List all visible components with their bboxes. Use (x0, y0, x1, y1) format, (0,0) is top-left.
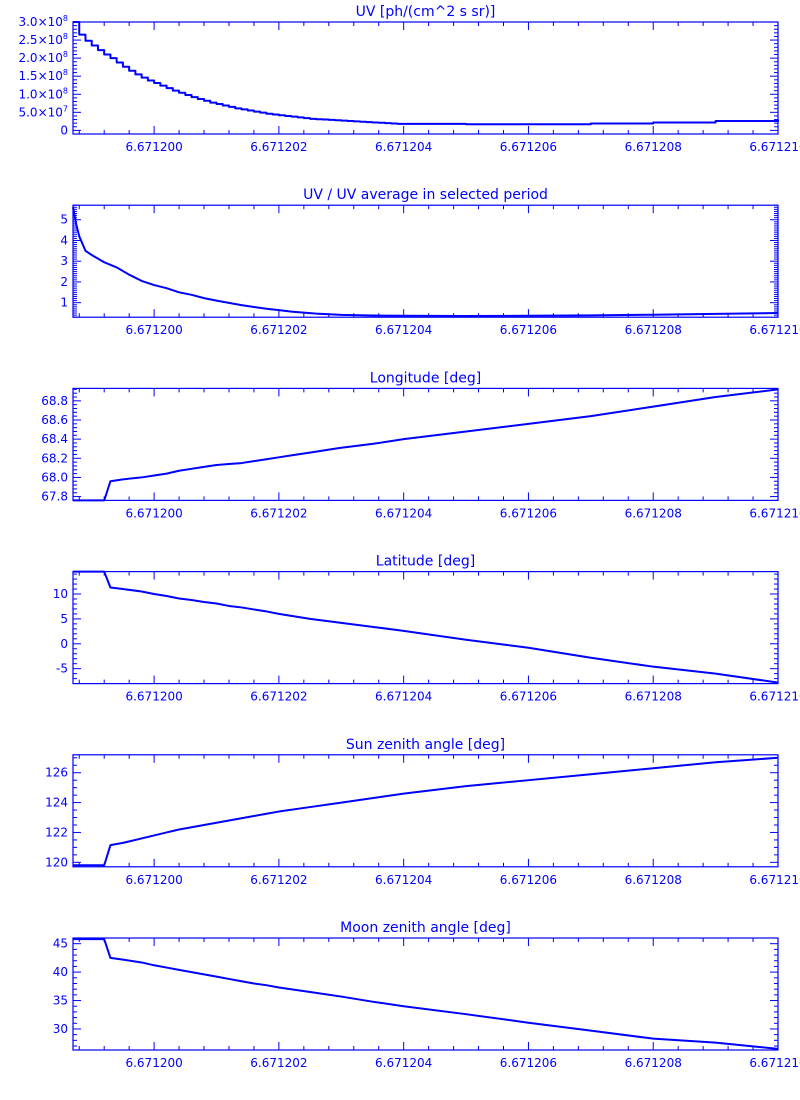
y-tick-label: 2.5×108 (18, 32, 68, 47)
plot-frame (72, 204, 779, 318)
y-tick-label: -5 (56, 662, 68, 676)
y-tick-label: 1.5×108 (18, 68, 68, 83)
plot-panel: UV [ph/(cm^2 s sr)] 6.671200 6.671202 6.671… (18, 4, 800, 154)
x-tick-label: 6.671206 (500, 690, 557, 704)
y-tick-label: 68.0 (41, 470, 68, 484)
x-tick-label: 6.671206 (500, 873, 557, 887)
y-tick-label: 1.0×108 (18, 86, 68, 101)
x-tick-label: 6.671200 (125, 140, 182, 154)
plot-frame (72, 387, 779, 501)
x-tick-label: 6.671208 (625, 873, 682, 887)
chart-title: UV [ph/(cm^2 s sr)] (356, 4, 496, 20)
series-line (73, 756, 779, 867)
series-line (72, 207, 779, 317)
chart-title: UV / UV average in selected period (303, 187, 548, 203)
y-tick-label: 30 (53, 1022, 68, 1036)
series-line (73, 388, 779, 502)
chart-title: Longitude [deg] (370, 370, 481, 386)
x-tick-label: 6.671204 (375, 1056, 432, 1070)
y-tick-label: 126 (45, 766, 68, 780)
y-tick-label: 35 (53, 994, 68, 1008)
x-tick-label: 6.671206 (500, 506, 557, 520)
x-tick-label: 6.671200 (125, 323, 182, 337)
x-tick-label: 6.671208 (625, 690, 682, 704)
y-tick-label: 124 (45, 796, 68, 810)
x-tick-label: 6.671206 (500, 323, 557, 337)
x-tick-label: 6.671204 (375, 690, 432, 704)
y-tick-label: 0 (60, 637, 68, 651)
x-tick-label: 6.671202 (250, 140, 307, 154)
x-tick-label: 6.671204 (375, 140, 432, 154)
y-tick-label: 40 (53, 965, 68, 979)
chart-title: Latitude [deg] (376, 554, 475, 570)
series-line (73, 21, 779, 126)
plot-panel: Latitude [deg] 6.671200 6.671202 6.671204 6.… (53, 554, 800, 704)
y-tick-label: 2.0×108 (18, 50, 68, 65)
y-tick-label: 68.4 (41, 432, 68, 446)
y-tick-label: 120 (45, 855, 68, 869)
x-tick-label: 6.671202 (250, 1056, 307, 1070)
series-line (73, 938, 779, 1050)
x-tick-label: 6.671208 (625, 506, 682, 520)
plot-panel: Longitude [deg] 6.671200 6.671202 6.671204 6… (41, 370, 800, 520)
chart-title: Sun zenith angle [deg] (346, 737, 505, 753)
x-tick-label: 6.671202 (250, 690, 307, 704)
y-tick-label: 4 (60, 233, 68, 247)
y-tick-label: 2 (60, 275, 68, 289)
y-tick-label: 45 (53, 937, 68, 951)
y-tick-label: 68.8 (41, 394, 68, 408)
x-tick-label: 6.671208 (625, 1056, 682, 1070)
x-tick-label: 6.671200 (125, 873, 182, 887)
plot-panel: UV / UV average in selected period 6.6712… (60, 187, 800, 337)
y-tick-label: 3 (60, 254, 68, 268)
plot-panel: Sun zenith angle [deg] 6.671200 6.671202 6.… (45, 737, 800, 887)
plot-frame (72, 937, 779, 1051)
y-tick-label: 68.6 (41, 413, 68, 427)
y-tick-label: 122 (45, 825, 68, 839)
x-tick-label: 6.671202 (250, 323, 307, 337)
series-line (73, 570, 779, 684)
y-tick-label: 10 (53, 587, 68, 601)
x-tick-label: 6.671204 (375, 873, 432, 887)
y-tick-label: 67.8 (41, 490, 68, 504)
x-tick-label: 6.671208 (625, 323, 682, 337)
x-tick-label: 6.671202 (250, 506, 307, 520)
y-tick-label: 5.0×107 (18, 104, 68, 119)
plot-frame (72, 570, 779, 685)
plot-frame (72, 754, 779, 868)
x-tick-label: 6.671202 (250, 873, 307, 887)
x-tick-label: 6.671206 (500, 140, 557, 154)
plot-frame (72, 21, 779, 135)
y-tick-label: 5 (60, 612, 68, 626)
x-tick-label: 6.671206 (500, 1056, 557, 1070)
plot-panel: Moon zenith angle [deg] 6.671200 6.671202 6… (53, 920, 800, 1070)
chart-title: Moon zenith angle [deg] (340, 920, 511, 936)
x-tick-label: 6.671204 (375, 506, 432, 520)
y-tick-label: 1 (60, 296, 68, 310)
y-tick-label: 5 (60, 213, 68, 227)
x-tick-label: 6.671200 (125, 690, 182, 704)
y-tick-label: 68.2 (41, 451, 68, 465)
y-tick-label: 3.0×108 (18, 14, 68, 29)
x-tick-label: 6.671200 (125, 506, 182, 520)
y-tick-label: 0 (60, 123, 68, 137)
x-tick-label: 6.671204 (375, 323, 432, 337)
x-tick-label: 6.671200 (125, 1056, 182, 1070)
x-tick-label: 6.671208 (625, 140, 682, 154)
